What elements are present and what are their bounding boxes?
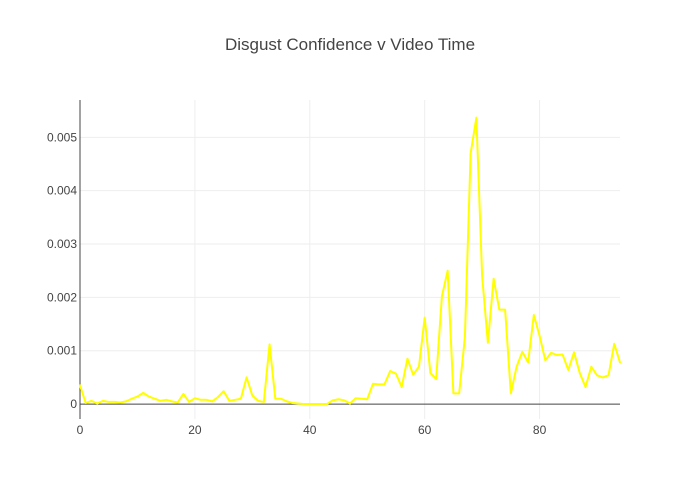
chart-title: Disgust Confidence v Video Time [225, 35, 475, 54]
y-tick-label: 0.001 [47, 344, 77, 358]
x-tick-label: 40 [303, 423, 317, 437]
x-tick-label: 80 [533, 423, 547, 437]
y-tick-label: 0.005 [47, 130, 77, 144]
x-tick-label: 0 [77, 423, 84, 437]
tick-labels: 0 20 40 60 80 0 0.001 0.002 0.003 0.004 0.005 [47, 130, 547, 437]
y-tick-label: 0.002 [47, 290, 77, 304]
axis-layer [79, 100, 620, 419]
series-line [79, 116, 621, 406]
grid-layer [80, 100, 620, 419]
x-tick-label: 60 [418, 423, 432, 437]
y-tick-label: 0.004 [47, 184, 77, 198]
y-tick-label: 0.003 [47, 237, 77, 251]
x-tick-label: 20 [188, 423, 202, 437]
y-tick-label: 0 [70, 397, 77, 411]
series-layer [79, 116, 621, 406]
